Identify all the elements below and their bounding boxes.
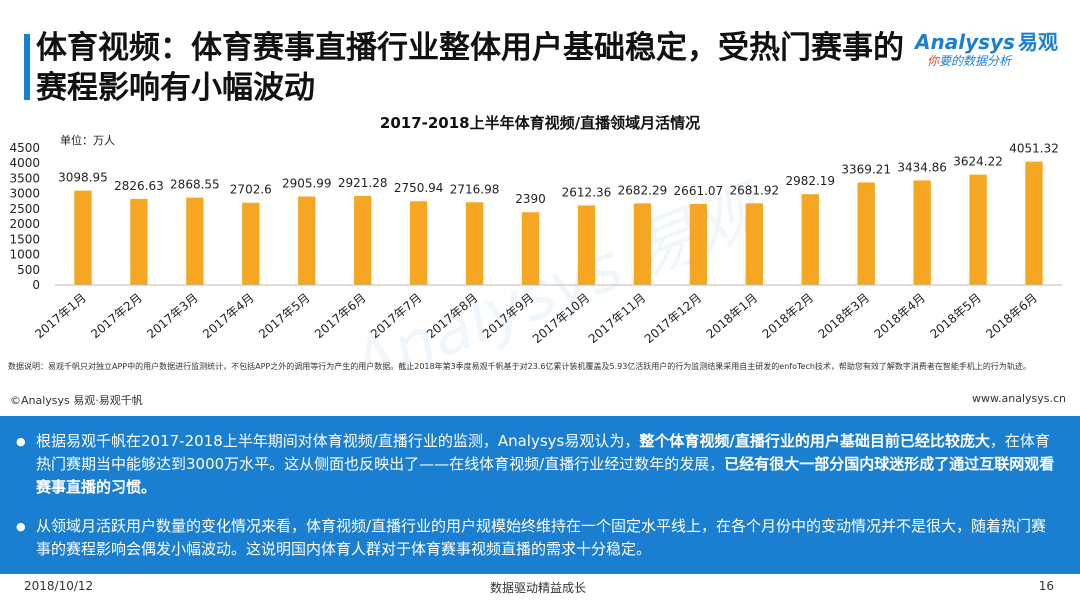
bar-2017年11月 <box>633 203 652 285</box>
data-label: 2716.98 <box>450 182 500 196</box>
x-tick-label: 2018年6月 <box>983 291 1040 342</box>
logo-main-text: Analysys <box>915 30 1015 54</box>
x-tick-label: 2018年5月 <box>927 291 984 342</box>
x-tick-label: 2017年12月 <box>642 291 704 347</box>
x-tick-label: 2017年3月 <box>144 291 201 342</box>
x-tick-label: 2017年1月 <box>32 291 89 342</box>
y-axis-unit-label: 单位：万人 <box>60 133 115 147</box>
data-note: 数据说明：易观千帆只对独立APP中的用户数据进行监测统计，不包括APP之外的调用… <box>8 362 1031 371</box>
page-number: 16 <box>1038 579 1054 593</box>
logo-tagline-accent: 你 <box>927 54 940 68</box>
bar-2017年5月 <box>298 196 316 285</box>
data-label: 4051.32 <box>1009 142 1059 156</box>
logo-wordmark: Analysys 易观 <box>915 26 1058 55</box>
value-labels: 3098.95 2826.63 2868.55 2702.6 2905.99 2921.2… <box>58 142 1059 207</box>
bar-2017年12月 <box>689 203 708 285</box>
data-label: 3098.95 <box>58 171 108 185</box>
x-tick-label: 2017年5月 <box>256 291 313 342</box>
x-tick-label: 2018年1月 <box>704 291 761 342</box>
y-tick-label: 3500 <box>9 171 40 185</box>
data-label: 2390 <box>515 192 546 206</box>
x-tick-label: 2018年4月 <box>871 291 928 342</box>
bar-2017年2月 <box>130 198 148 285</box>
data-label: 2661.07 <box>674 184 724 198</box>
data-label: 2682.29 <box>618 183 668 197</box>
bar-2018年5月 <box>969 174 987 285</box>
x-tick-label: 2017年4月 <box>200 291 257 342</box>
x-tick-label: 2018年2月 <box>760 291 817 342</box>
data-label: 2702.6 <box>230 183 272 197</box>
y-tick-label: 3000 <box>9 187 40 201</box>
bullet2-text: 从领域月活跃用户数量的变化情况来看，体育视频/直播行业的用户规模始终维持在一个固… <box>36 517 1047 558</box>
data-label: 3624.22 <box>953 155 1003 169</box>
source-credit: ©Analysys 易观·易观千帆 <box>10 394 143 407</box>
data-label: 2612.36 <box>562 185 612 199</box>
monthly-active-users-chart: 2017-2018上半年体育视频/直播领域月活情况 单位：万人 Analysys… <box>9 114 1062 364</box>
bar-2018年2月 <box>801 194 819 285</box>
website-link[interactable]: www.analysys.cn <box>972 392 1066 405</box>
y-tick-label: 2500 <box>9 202 40 216</box>
logo-tagline-rest: 要的数据分析 <box>939 54 1012 68</box>
data-label: 3369.21 <box>841 162 891 176</box>
data-label: 2921.28 <box>338 176 388 190</box>
data-label: 2982.19 <box>785 174 835 188</box>
bullet1-bold-a: 整个体育视频/直播行业的用户基础目前已经比较庞大 <box>639 432 990 450</box>
chart-title: 2017-2018上半年体育视频/直播领域月活情况 <box>380 114 700 132</box>
bar-2017年7月 <box>409 201 428 285</box>
bar-2017年1月 <box>74 190 92 285</box>
bullet1-text-a: 根据易观千帆在2017-2018上半年期间对体育视频/直播行业的监测，Analy… <box>36 432 640 450</box>
bar-2018年3月 <box>857 182 875 285</box>
y-tick-label: 2000 <box>9 217 40 231</box>
data-label: 2905.99 <box>282 177 332 191</box>
insight-panel: 根据易观千帆在2017-2018上半年期间对体育视频/直播行业的监测，Analy… <box>0 416 1080 574</box>
y-tick-label: 0 <box>32 278 40 292</box>
y-tick-label: 1000 <box>9 248 40 262</box>
bar-2017年8月 <box>465 202 484 285</box>
y-tick-label: 500 <box>17 263 40 277</box>
data-label: 2826.63 <box>114 179 164 193</box>
report-date: 2018/10/12 <box>24 579 94 593</box>
y-tick-label: 4000 <box>9 156 40 170</box>
page-title: 体育视频：体育赛事直播行业整体用户基础稳定，受热门赛事的赛程影响有小幅波动 <box>36 30 904 106</box>
insight-bullet-2: 从领域月活跃用户数量的变化情况来看，体育视频/直播行业的用户规模始终维持在一个固… <box>16 515 1056 561</box>
y-tick-label: 4500 <box>9 141 40 155</box>
title-accent-bar <box>24 34 30 100</box>
y-tick-label: 1500 <box>9 232 40 246</box>
insight-bullet-1: 根据易观千帆在2017-2018上半年期间对体育视频/直播行业的监测，Analy… <box>16 430 1056 499</box>
footer-slogan: 数据驱动精益成长 <box>490 581 587 595</box>
bar-series <box>74 161 1043 285</box>
data-label: 2681.92 <box>729 183 779 197</box>
data-label: 2750.94 <box>394 181 444 195</box>
bar-2018年1月 <box>745 203 763 285</box>
bar-2017年9月 <box>521 212 540 285</box>
logo-tagline: 你要的数据分析 <box>927 52 1011 69</box>
bar-2018年6月 <box>1025 161 1043 285</box>
bullet1-bold-b: 已经有很大一部分国内球迷形成了通过互联网观看赛事直播的习惯。 <box>36 455 1055 496</box>
data-label: 2868.55 <box>170 178 220 192</box>
bar-2017年3月 <box>186 197 204 285</box>
logo-cn-text: 易观 <box>1017 30 1058 54</box>
analysys-logo: Analysys 易观 你要的数据分析 <box>915 24 1075 74</box>
bar-2017年4月 <box>242 202 260 285</box>
x-tick-label: 2018年3月 <box>815 291 872 342</box>
bar-2018年4月 <box>913 180 931 285</box>
bullet1-text-b: ，在体育热门赛期当中能够达到3000万水平。这从侧面也反映出了——在线体育视频/… <box>36 432 1050 473</box>
bar-2017年6月 <box>354 196 372 285</box>
bar-2017年10月 <box>577 205 596 285</box>
x-tick-label: 2017年2月 <box>88 291 145 342</box>
data-label: 3434.86 <box>897 160 947 174</box>
